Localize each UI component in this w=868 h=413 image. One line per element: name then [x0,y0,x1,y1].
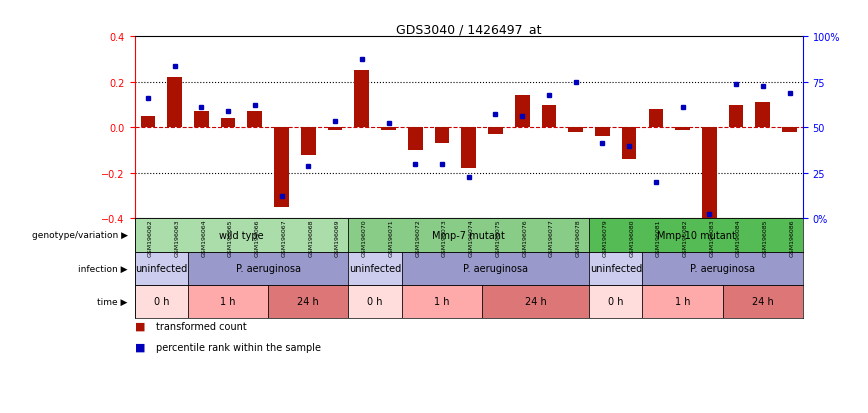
Bar [220,119,235,128]
Text: 0 h: 0 h [367,297,383,306]
Text: GSM196074: GSM196074 [469,219,474,256]
Text: GSM196080: GSM196080 [629,219,635,256]
Text: GSM196067: GSM196067 [281,219,286,256]
Bar [328,128,342,131]
Bar [247,112,262,128]
Text: GSM196063: GSM196063 [174,219,180,256]
Text: infection ▶: infection ▶ [78,264,128,273]
Bar [642,252,803,285]
Text: GSM196072: GSM196072 [415,219,420,256]
Text: GSM196064: GSM196064 [201,219,207,256]
Text: 1 h: 1 h [674,297,690,306]
Bar [729,105,743,128]
Bar [188,285,268,318]
Bar [589,252,642,285]
Bar [188,252,348,285]
Bar [595,128,609,137]
Text: GSM196078: GSM196078 [575,219,581,256]
Title: GDS3040 / 1426497_at: GDS3040 / 1426497_at [396,23,542,36]
Bar [648,110,663,128]
Bar [589,285,642,318]
Text: GSM196086: GSM196086 [790,219,794,256]
Bar [354,71,369,128]
Text: GSM196070: GSM196070 [362,219,367,256]
Text: GSM196066: GSM196066 [255,219,260,256]
Text: GSM196071: GSM196071 [389,219,393,256]
Bar [402,285,482,318]
Bar [408,128,423,151]
Bar [141,116,155,128]
Text: 1 h: 1 h [220,297,236,306]
Bar [482,285,589,318]
Text: P. aeruginosa: P. aeruginosa [463,263,528,273]
Text: GSM196084: GSM196084 [736,219,741,256]
Bar [515,96,529,128]
Text: GSM196077: GSM196077 [549,219,554,256]
Text: 1 h: 1 h [434,297,450,306]
Bar [135,219,348,252]
Text: uninfected: uninfected [135,263,187,273]
Text: wild type: wild type [219,230,264,240]
Text: genotype/variation ▶: genotype/variation ▶ [32,231,128,240]
Bar [268,285,348,318]
Text: GSM196065: GSM196065 [228,219,233,256]
Bar [569,128,583,133]
Bar [702,128,717,223]
Text: GSM196083: GSM196083 [709,219,714,256]
Bar [348,219,589,252]
Bar [488,128,503,135]
Text: percentile rank within the sample: percentile rank within the sample [156,342,321,352]
Text: ■: ■ [135,342,145,352]
Text: transformed count: transformed count [156,321,247,331]
Bar [462,128,476,169]
Bar [642,285,723,318]
Text: 0 h: 0 h [154,297,169,306]
Bar [348,252,402,285]
Text: P. aeruginosa: P. aeruginosa [236,263,300,273]
Bar [782,128,797,133]
Bar [675,128,690,131]
Text: time ▶: time ▶ [97,297,128,306]
Text: P. aeruginosa: P. aeruginosa [690,263,755,273]
Text: GSM196081: GSM196081 [656,219,661,256]
Text: uninfected: uninfected [589,263,641,273]
Text: 0 h: 0 h [608,297,623,306]
Bar [402,252,589,285]
Text: GSM196068: GSM196068 [308,219,313,256]
Text: GSM196069: GSM196069 [335,219,340,256]
Text: GSM196082: GSM196082 [682,219,687,256]
Bar [274,128,289,207]
Bar [135,285,188,318]
Text: ■: ■ [135,321,145,331]
Bar [589,219,803,252]
Text: GSM196079: GSM196079 [602,219,608,256]
Bar [381,128,396,131]
Text: 24 h: 24 h [524,297,547,306]
Bar [301,128,316,155]
Bar [542,105,556,128]
Text: GSM196076: GSM196076 [523,219,527,256]
Text: GSM196075: GSM196075 [496,219,501,256]
Bar [755,103,770,128]
Text: uninfected: uninfected [349,263,401,273]
Text: GSM196062: GSM196062 [148,219,153,256]
Text: GSM196073: GSM196073 [442,219,447,256]
Bar [435,128,450,144]
Bar [348,285,402,318]
Bar [194,112,208,128]
Bar [168,78,182,128]
Bar [621,128,636,160]
Bar [723,285,803,318]
Text: Mmp-10 mutant: Mmp-10 mutant [656,230,735,240]
Text: Mmp-7 mutant: Mmp-7 mutant [432,230,505,240]
Text: 24 h: 24 h [298,297,319,306]
Text: GSM196085: GSM196085 [763,219,768,256]
Bar [135,252,188,285]
Text: 24 h: 24 h [752,297,773,306]
